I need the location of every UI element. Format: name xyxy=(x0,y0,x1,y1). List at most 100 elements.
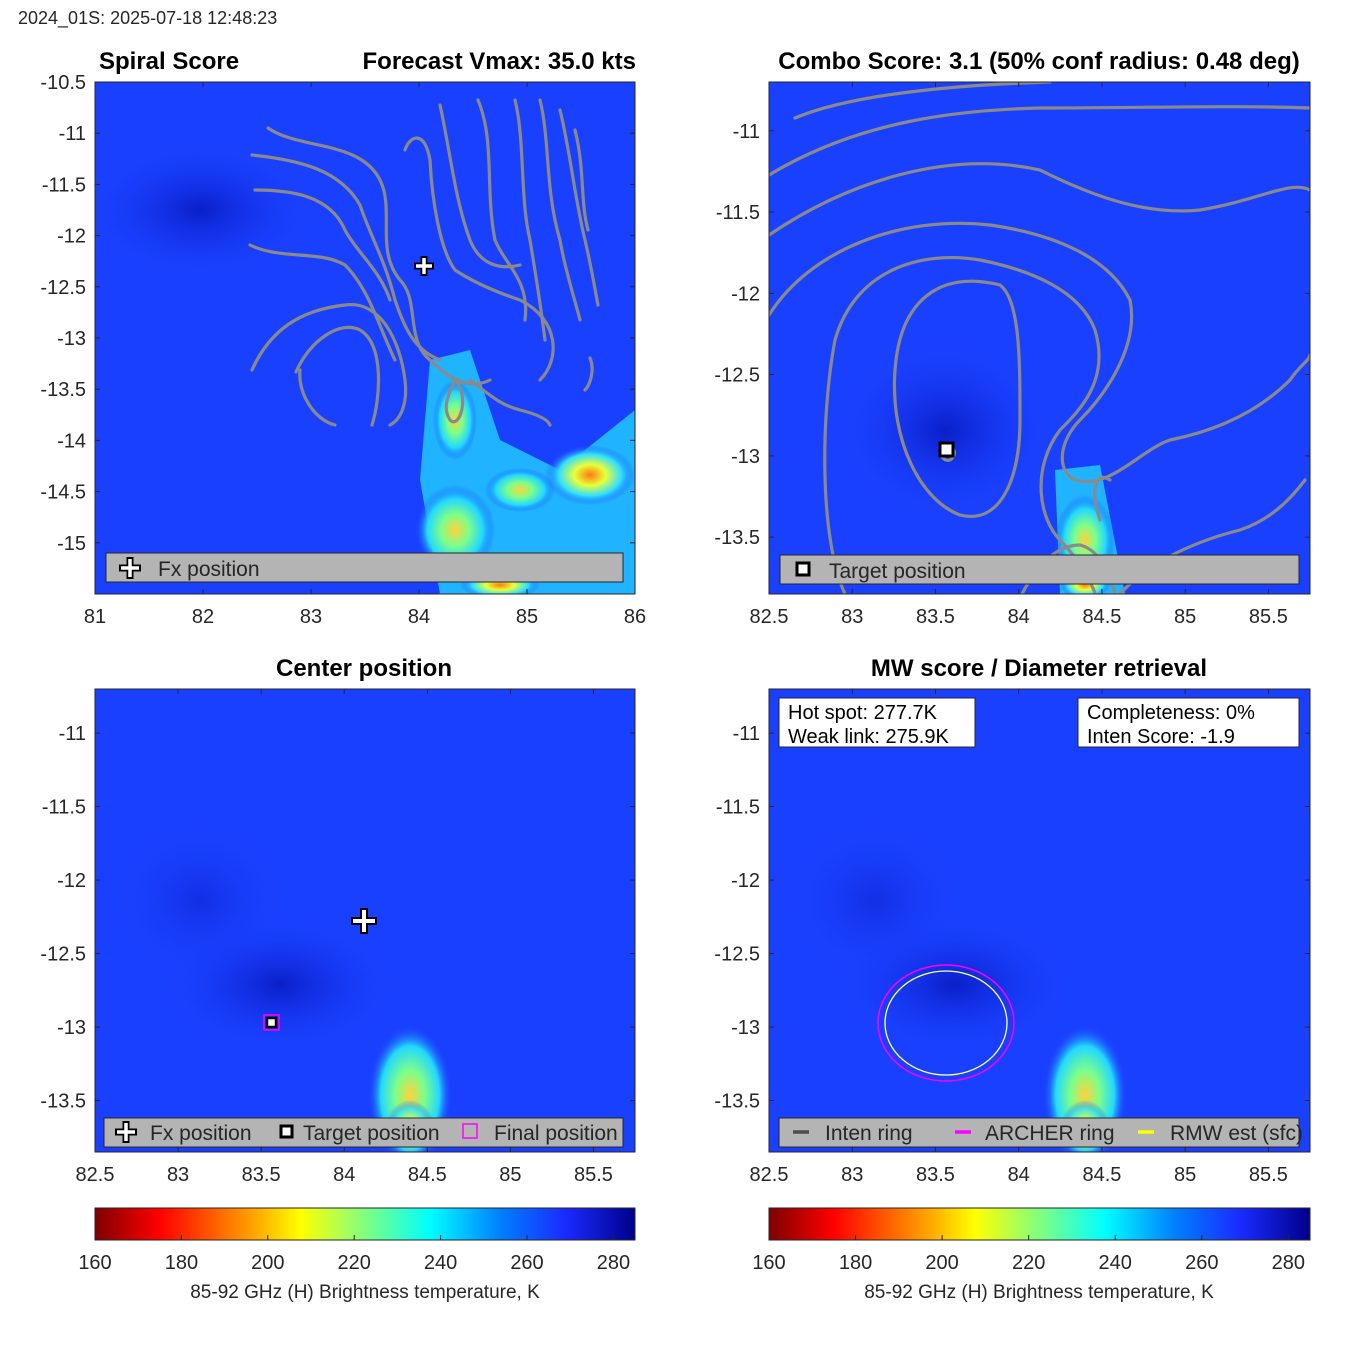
x-tick-label: 84.5 xyxy=(1082,606,1121,628)
x-tick-label: 83.5 xyxy=(916,1164,955,1186)
colorbar-left-label: 85-92 GHz (H) Brightness temperature, K xyxy=(190,1282,540,1303)
mw-score-field: Inten ring ARCHER ring RMW est (sfc) Hot… xyxy=(769,689,1310,1152)
x-tick-label: 85 xyxy=(516,606,538,628)
x-tick-label: 85.5 xyxy=(1249,606,1288,628)
y-tick-label: -11 xyxy=(733,121,760,143)
colorbar-tick-label: 240 xyxy=(424,1252,457,1274)
timestamp-label: 2024_01S: 2025-07-18 12:48:23 xyxy=(18,8,278,28)
x-tick-label: 84 xyxy=(1008,606,1030,628)
hotspot-annotation: Hot spot: 277.7K Weak link: 275.9K xyxy=(778,697,976,748)
y-tick-label: -12.5 xyxy=(714,365,760,387)
target-position-marker xyxy=(938,441,955,458)
x-tick-label: 86 xyxy=(624,606,646,628)
legend-rmw-est: RMW est (sfc) xyxy=(1170,1122,1303,1145)
legend-target-position: Target position xyxy=(303,1122,440,1145)
x-tick-label: 82.5 xyxy=(750,606,789,628)
spiral-legend: Fx position xyxy=(105,552,624,583)
y-tick-label: -13.5 xyxy=(40,1091,86,1113)
center-position-title: Center position xyxy=(276,655,452,682)
spiral-score-axes: 81 82 83 84 85 86 -10.5 -11 -11.5 -12 -12.5 -13 -13.… xyxy=(40,72,646,628)
legend-archer-ring: ARCHER ring xyxy=(985,1122,1115,1145)
y-tick-label: -12 xyxy=(57,226,86,248)
x-tick-label: 85.5 xyxy=(1249,1164,1288,1186)
combo-legend: Target position xyxy=(779,554,1300,585)
combo-score-axes: 82.5 83 83.5 84 84.5 85 85.5 -11 -11.5 -12 -12.5 -1… xyxy=(714,82,1310,628)
mw-score-title: MW score / Diameter retrieval xyxy=(871,655,1207,682)
rmw-ring xyxy=(884,970,1008,1076)
combo-score-field: Target position xyxy=(769,82,1310,594)
colorbar-right-label: 85-92 GHz (H) Brightness temperature, K xyxy=(864,1282,1214,1303)
x-tick-label: 83 xyxy=(841,1164,863,1186)
legend-inten-ring: Inten ring xyxy=(825,1122,913,1145)
y-tick-label: -13 xyxy=(731,1017,760,1039)
y-tick-label: -11.5 xyxy=(716,202,760,224)
y-tick-label: -13.5 xyxy=(714,527,760,549)
fx-position-marker xyxy=(351,908,377,934)
colorbar-tick-label: 260 xyxy=(510,1252,543,1274)
colorbar-tick-label: 160 xyxy=(78,1252,111,1274)
y-tick-label: -13 xyxy=(731,446,760,468)
inten-score-text: Inten Score: -1.9 xyxy=(1087,726,1235,748)
spiral-contours xyxy=(248,98,600,427)
combo-score-title: Combo Score: 3.1 (50% conf radius: 0.48 … xyxy=(778,48,1299,75)
y-tick-label: -10.5 xyxy=(40,72,86,94)
weak-link-text: Weak link: 275.9K xyxy=(788,726,949,748)
colorbar-tick-label: 260 xyxy=(1185,1252,1218,1274)
y-tick-label: -11.5 xyxy=(42,174,86,196)
y-tick-label: -11 xyxy=(733,723,760,745)
hot-spot-text: Hot spot: 277.7K xyxy=(788,702,938,724)
legend-fx-position: Fx position xyxy=(150,1122,252,1145)
colorbar-tick-label: 280 xyxy=(1272,1252,1305,1274)
mw-score-axes: 82.5 83 83.5 84 84.5 85 85.5 -11 -11.5 -12 -12.5 -1… xyxy=(714,689,1310,1186)
x-tick-label: 84 xyxy=(408,606,430,628)
y-tick-label: -15 xyxy=(57,533,86,555)
y-tick-label: -12.5 xyxy=(714,944,760,966)
y-tick-label: -14 xyxy=(57,430,86,452)
y-tick-label: -13 xyxy=(57,1017,86,1039)
legend-target-position: Target position xyxy=(829,560,966,583)
mw-legend: Inten ring ARCHER ring RMW est (sfc) xyxy=(778,1117,1303,1148)
colorbar-tick-label: 180 xyxy=(165,1252,198,1274)
x-tick-label: 82.5 xyxy=(76,1164,115,1186)
y-tick-label: -12 xyxy=(57,870,86,892)
completeness-annotation: Completeness: 0% Inten Score: -1.9 xyxy=(1077,697,1300,748)
x-tick-label: 82 xyxy=(192,606,214,628)
x-tick-label: 85 xyxy=(1174,1164,1196,1186)
mw-score-panel: Inten ring ARCHER ring RMW est (sfc) Hot… xyxy=(714,655,1311,1186)
y-tick-label: -12 xyxy=(731,283,760,305)
spiral-score-panel: Fx position Spiral Score Forecast Vmax: … xyxy=(40,48,646,628)
colorbar-tick-label: 280 xyxy=(597,1252,630,1274)
colorbar-tick-label: 220 xyxy=(1012,1252,1045,1274)
colorbar-left: 160 180 200 220 240 260 280 85-92 GHz (H) Brig… xyxy=(78,1207,636,1303)
y-tick-label: -12.5 xyxy=(40,944,86,966)
colorbar-tick-label: 200 xyxy=(251,1252,284,1274)
x-tick-label: 83.5 xyxy=(242,1164,281,1186)
x-tick-label: 84 xyxy=(333,1164,355,1186)
x-tick-label: 83 xyxy=(167,1164,189,1186)
center-position-field: Fx position Target position Final positi… xyxy=(95,689,635,1152)
y-tick-label: -11 xyxy=(59,123,86,145)
y-tick-label: -12.5 xyxy=(40,277,86,299)
y-tick-label: -13 xyxy=(57,328,86,350)
legend-final-position: Final position xyxy=(494,1122,618,1145)
archer-ring xyxy=(877,964,1015,1082)
center-position-panel: Fx position Target position Final positi… xyxy=(40,655,636,1186)
x-tick-label: 82.5 xyxy=(750,1164,789,1186)
legend-fx-position: Fx position xyxy=(158,558,260,581)
colorbar-tick-label: 240 xyxy=(1099,1252,1132,1274)
target-position-marker xyxy=(265,1016,278,1029)
colorbar-tick-label: 180 xyxy=(839,1252,872,1274)
colorbar-tick-label: 220 xyxy=(338,1252,371,1274)
y-tick-label: -14.5 xyxy=(40,482,86,504)
center-position-axes: 82.5 83 83.5 84 84.5 85 85.5 -11 -11.5 -12 -12.5 -1… xyxy=(40,689,635,1186)
x-tick-label: 85.5 xyxy=(574,1164,613,1186)
center-legend: Fx position Target position Final positi… xyxy=(103,1117,624,1148)
fx-position-marker xyxy=(414,256,434,276)
completeness-text: Completeness: 0% xyxy=(1087,702,1255,724)
colorbar-right: 160 180 200 220 240 260 280 85-92 GHz (H) Brig… xyxy=(752,1207,1311,1303)
x-tick-label: 83 xyxy=(841,606,863,628)
combo-score-panel: Target position Combo Score: 3.1 (50% co… xyxy=(714,48,1311,628)
forecast-vmax-title: Forecast Vmax: 35.0 kts xyxy=(363,48,636,75)
colorbar-tick-label: 200 xyxy=(925,1252,958,1274)
